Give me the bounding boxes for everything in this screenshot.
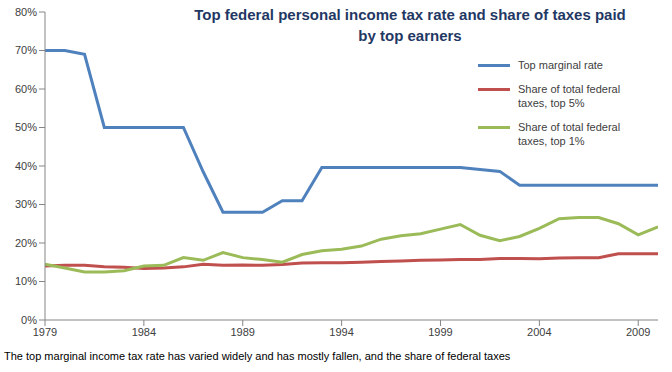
svg-text:50%: 50% — [15, 121, 37, 133]
svg-text:2004: 2004 — [527, 326, 551, 338]
svg-text:10%: 10% — [15, 275, 37, 287]
svg-text:1994: 1994 — [329, 326, 353, 338]
svg-text:60%: 60% — [15, 83, 37, 95]
svg-text:1984: 1984 — [132, 326, 156, 338]
svg-text:30%: 30% — [15, 198, 37, 210]
html-text:The top marginal income tax ra: The top marginal income tax rate has var… — [4, 350, 511, 362]
html-text:Top marginal rate: Top marginal rate — [518, 59, 603, 71]
html-text:Share of total federal taxes,: Share of total federal taxes, top 1% — [518, 121, 621, 147]
svg-text:1999: 1999 — [428, 326, 452, 338]
svg-text:1989: 1989 — [230, 326, 254, 338]
svg-text:40%: 40% — [15, 160, 37, 172]
svg-text:20%: 20% — [15, 237, 37, 249]
svg-text:80%: 80% — [15, 6, 37, 18]
svg-text:2009: 2009 — [626, 326, 650, 338]
svg-text:1979: 1979 — [33, 326, 57, 338]
svg-text:0%: 0% — [21, 314, 37, 326]
svg-text:70%: 70% — [15, 44, 37, 56]
html-text:Top federal personal income ta: Top federal personal income tax rate and… — [194, 6, 626, 44]
html-text:Share of total federal taxes,: Share of total federal taxes, top 5% — [518, 83, 621, 109]
